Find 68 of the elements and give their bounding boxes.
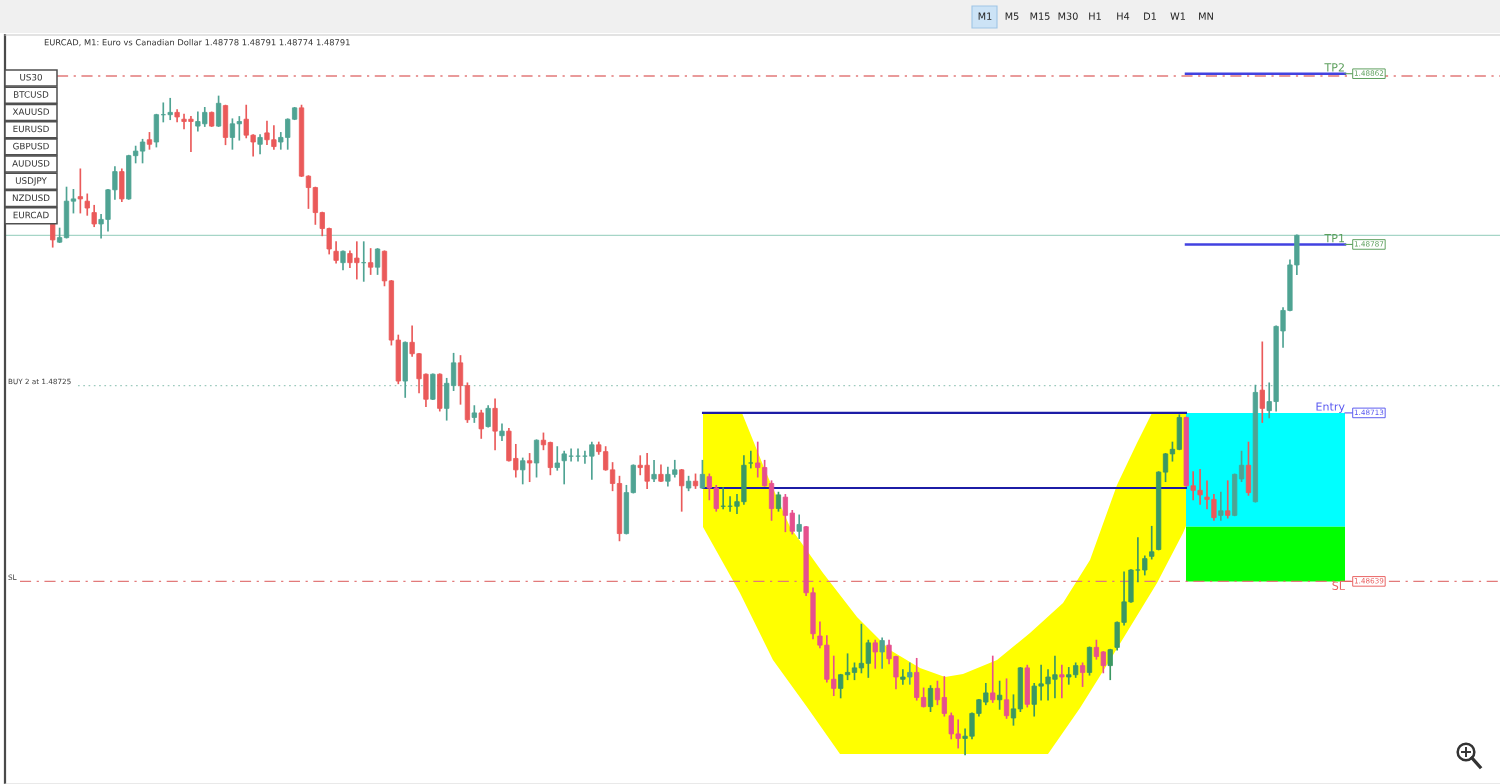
text: MN — [1199, 12, 1213, 20]
candlestick — [699, 459, 706, 489]
candlestick — [679, 468, 685, 512]
candlestick — [1225, 480, 1231, 519]
band-label: SL — [1332, 581, 1345, 590]
candlestick — [1149, 525, 1155, 560]
candlestick — [215, 95, 222, 127]
candlestick — [872, 639, 878, 669]
candlestick — [1259, 341, 1265, 423]
candlestick — [589, 441, 595, 480]
candlestick — [84, 193, 90, 216]
candlestick — [1162, 453, 1169, 483]
candlestick — [879, 637, 885, 669]
candlestick — [1003, 678, 1010, 719]
candlestick — [70, 188, 77, 214]
candlestick — [374, 248, 381, 275]
text: US30 — [20, 73, 42, 81]
candlestick — [1059, 664, 1065, 699]
candlestick — [990, 655, 996, 703]
candlestick — [1218, 491, 1224, 521]
candlestick — [368, 248, 374, 275]
candlestick — [257, 134, 263, 155]
candlestick — [533, 439, 540, 478]
candlestick — [333, 241, 339, 264]
candlestick — [520, 457, 526, 485]
text: M15 — [1030, 12, 1050, 20]
text: H4 — [1117, 12, 1130, 20]
text: D1 — [1144, 12, 1156, 20]
text: USDJPY — [15, 177, 47, 186]
candlestick — [457, 355, 464, 405]
candlestick — [485, 405, 491, 428]
text: GBPUSD — [13, 142, 49, 150]
candlestick — [1010, 694, 1017, 726]
text: M1 — [978, 12, 992, 20]
candlestick — [900, 669, 906, 685]
candlestick — [91, 204, 97, 228]
candlestick — [554, 446, 560, 471]
candlestick — [997, 680, 1003, 710]
text: XAUUSD — [12, 108, 50, 115]
candlestick — [561, 450, 567, 485]
candlestick — [1107, 648, 1113, 681]
text: M30 — [1058, 12, 1078, 20]
candlestick — [1142, 555, 1148, 576]
candlestick — [651, 459, 657, 483]
candlestick — [796, 514, 802, 539]
candlestick — [1135, 537, 1141, 583]
candlestick — [927, 685, 934, 712]
candlestick — [340, 250, 346, 271]
annotation: AUDUSD — [12, 160, 50, 167]
text: EURUSD — [13, 125, 49, 133]
candlestick — [748, 450, 754, 469]
candlestick — [907, 662, 913, 685]
ref-line-label: TP1 — [1324, 234, 1344, 243]
candlestick — [492, 398, 498, 451]
chart-title: EURCAD, M1: Euro vs Canadian Dollar 1.48778 1.48791 1.48774 1.48791 — [44, 38, 350, 47]
candlestick — [77, 168, 83, 214]
text: EURCAD — [13, 211, 49, 219]
text: W1 — [1170, 12, 1185, 20]
candlestick — [1079, 662, 1086, 687]
band-label: Entry — [1316, 402, 1345, 413]
candlestick — [527, 453, 533, 483]
ref-line-label: TP2 — [1324, 63, 1344, 72]
text: BTCUSD — [14, 91, 49, 98]
candlestick — [775, 491, 782, 512]
annotation: NZDUSD — [12, 194, 50, 202]
text: M5 — [1005, 12, 1019, 20]
text: H1 — [1089, 12, 1101, 20]
candlestick — [478, 409, 484, 439]
